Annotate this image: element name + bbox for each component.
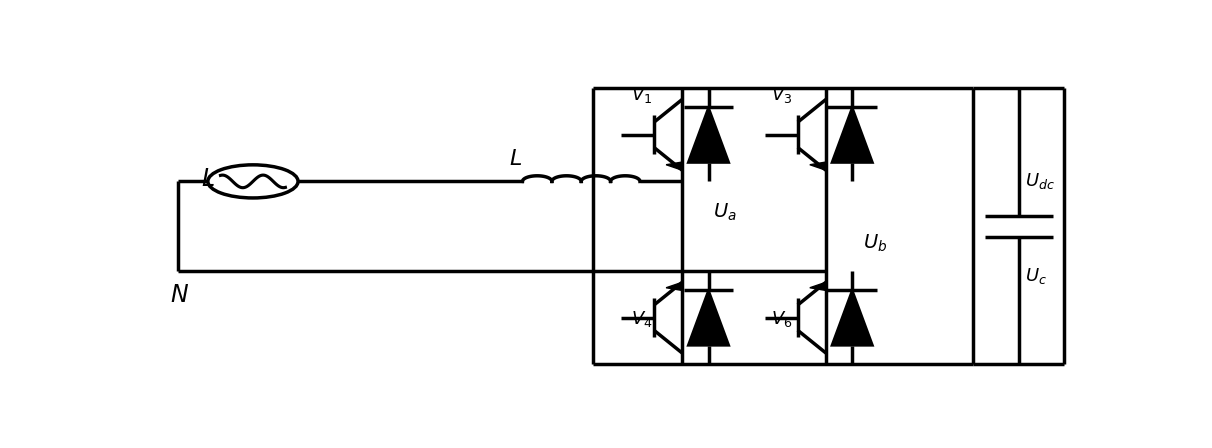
Polygon shape bbox=[667, 162, 682, 170]
Text: $U_a$: $U_a$ bbox=[713, 202, 737, 223]
Polygon shape bbox=[831, 290, 873, 345]
Polygon shape bbox=[810, 162, 825, 170]
Text: $U_b$: $U_b$ bbox=[863, 233, 887, 254]
Polygon shape bbox=[810, 282, 825, 290]
Polygon shape bbox=[688, 290, 730, 345]
Text: $U_{dc}$: $U_{dc}$ bbox=[1025, 172, 1054, 191]
Text: $V_6$: $V_6$ bbox=[771, 310, 793, 329]
Text: $V_4$: $V_4$ bbox=[630, 310, 652, 329]
Polygon shape bbox=[667, 282, 682, 290]
Text: $L$: $L$ bbox=[509, 148, 522, 170]
Text: $V_3$: $V_3$ bbox=[771, 85, 793, 105]
Text: $V_1$: $V_1$ bbox=[630, 85, 652, 105]
Text: $U_c$: $U_c$ bbox=[1025, 266, 1047, 286]
Text: $N$: $N$ bbox=[170, 284, 189, 307]
Text: $L$: $L$ bbox=[201, 168, 215, 191]
Polygon shape bbox=[831, 107, 873, 163]
Polygon shape bbox=[688, 107, 730, 163]
